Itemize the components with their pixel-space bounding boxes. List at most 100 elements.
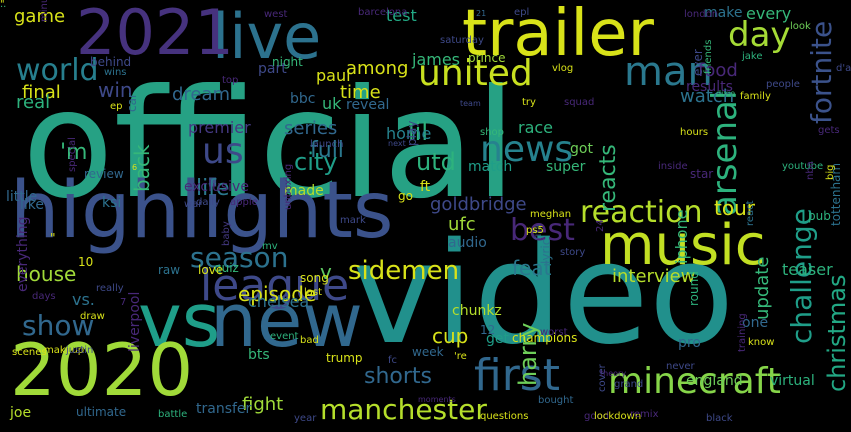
word-highlights: highlights xyxy=(10,166,394,256)
word-10: 10 xyxy=(78,255,94,269)
word-top: top xyxy=(222,75,239,86)
word-home: home xyxy=(386,124,432,143)
word-hours: hours xyxy=(680,127,709,138)
word-man: man xyxy=(624,49,713,95)
word-ufc: ufc xyxy=(448,214,476,235)
word-ep: ep xyxy=(110,101,123,112)
word-really: really xyxy=(96,283,124,294)
word-apple: apple xyxy=(230,197,258,208)
word-daily: daily xyxy=(196,197,220,208)
word-manchester: manchester xyxy=(320,393,487,426)
word-results: results xyxy=(686,79,733,95)
word-trump: trump xyxy=(326,351,363,365)
word-cup: cup xyxy=(432,324,469,348)
word-reveal: reveal xyxy=(346,97,390,113)
word-time: time xyxy=(340,82,381,103)
word-among: among xyxy=(346,58,409,79)
word-west: west xyxy=(264,9,288,20)
word-battle: battle xyxy=(158,409,188,420)
word-lil: lil xyxy=(408,118,429,146)
word-win: win xyxy=(98,78,133,102)
word-test: test xyxy=(386,6,417,25)
word-night: night xyxy=(272,55,303,69)
word-virtual: virtual xyxy=(770,373,815,389)
word-know: know xyxy=(748,337,775,348)
word-last: last xyxy=(304,287,323,298)
word-everything: everything xyxy=(15,216,31,292)
word-punct: " xyxy=(50,231,56,245)
word-shop: shop xyxy=(480,127,505,138)
word-vlog: vlog xyxy=(552,63,574,74)
word-bought: bought xyxy=(538,395,574,406)
word-exclusive: exclusive xyxy=(184,179,249,195)
word-story: story xyxy=(560,247,586,258)
word-year: year xyxy=(294,413,317,424)
word-vs: vs. xyxy=(72,290,95,309)
word-24: 24 xyxy=(595,219,606,232)
word-look: look xyxy=(790,21,811,32)
word-game: game xyxy=(14,6,66,27)
word-lyric: lyric xyxy=(539,238,553,264)
word-baby: baby xyxy=(221,221,232,246)
word-people: people xyxy=(766,79,800,90)
word-dream: dream xyxy=(172,84,231,105)
word-star: star xyxy=(690,167,714,181)
word-got: got xyxy=(570,141,593,157)
word-full: full xyxy=(310,138,344,163)
word-draw: draw xyxy=(80,311,105,322)
word-made: made xyxy=(284,183,324,199)
word-react: react xyxy=(745,200,756,226)
word-teaser: teaser xyxy=(782,260,833,279)
word-play: play xyxy=(405,120,419,146)
word-worst: worst xyxy=(540,327,568,338)
word-6: 6 xyxy=(132,163,138,172)
word-series: series xyxy=(284,118,338,139)
word-liverpool: liverpool xyxy=(127,291,143,352)
word-video: video xyxy=(352,213,735,376)
word-joe: joe xyxy=(10,405,32,421)
word-feat: feat xyxy=(512,256,552,280)
word-best: best xyxy=(510,213,575,248)
word-war: war xyxy=(184,199,203,210)
word-live: live xyxy=(212,0,322,73)
word-super: super xyxy=(546,159,586,175)
word-event: event xyxy=(270,331,299,342)
word-news: news xyxy=(480,129,574,170)
word-england: england xyxy=(686,373,743,389)
word-reacts: reacts xyxy=(596,144,621,212)
word-punct: " xyxy=(0,0,5,10)
word-scenes: scenes xyxy=(12,347,47,358)
word-song: song xyxy=(300,271,329,285)
word-inside: inside xyxy=(658,161,688,172)
word-prince: prince xyxy=(468,51,506,65)
word-2021: 2021 xyxy=(76,0,234,69)
word-chunkz: chunkz xyxy=(452,303,502,319)
word-interview: interview xyxy=(612,266,696,287)
word-21: 21 xyxy=(476,9,487,18)
word-week: week xyxy=(412,345,444,359)
word-ksi: ksi xyxy=(102,195,122,211)
word-ultimate: ultimate xyxy=(76,405,127,419)
word-ps5: ps5 xyxy=(526,225,544,236)
word-lockdown: lockdown xyxy=(594,411,642,422)
word-7: 7 xyxy=(120,297,127,308)
word-world: world xyxy=(16,53,99,88)
word-2020: 2020 xyxy=(10,328,194,412)
word-re: 're xyxy=(454,351,467,362)
word-every: every xyxy=(746,4,792,23)
word-city: city xyxy=(294,148,338,176)
word-saturday: saturday xyxy=(440,35,484,46)
word-12: 12 xyxy=(480,323,496,337)
word-bbc: bbc xyxy=(290,91,316,107)
word-theory: theory xyxy=(600,369,627,378)
word-james: james xyxy=(412,50,461,69)
word-epl: epl xyxy=(514,7,530,18)
word-reaction: reaction xyxy=(580,195,703,230)
word-uk: uk xyxy=(322,94,342,113)
word-part: part xyxy=(258,61,287,77)
word-paul: paul xyxy=(316,66,351,85)
word-big: big xyxy=(825,164,836,180)
word-official: official xyxy=(22,58,517,232)
word-iphone: iphone xyxy=(672,209,691,264)
word-makeup: makeup xyxy=(44,345,85,356)
